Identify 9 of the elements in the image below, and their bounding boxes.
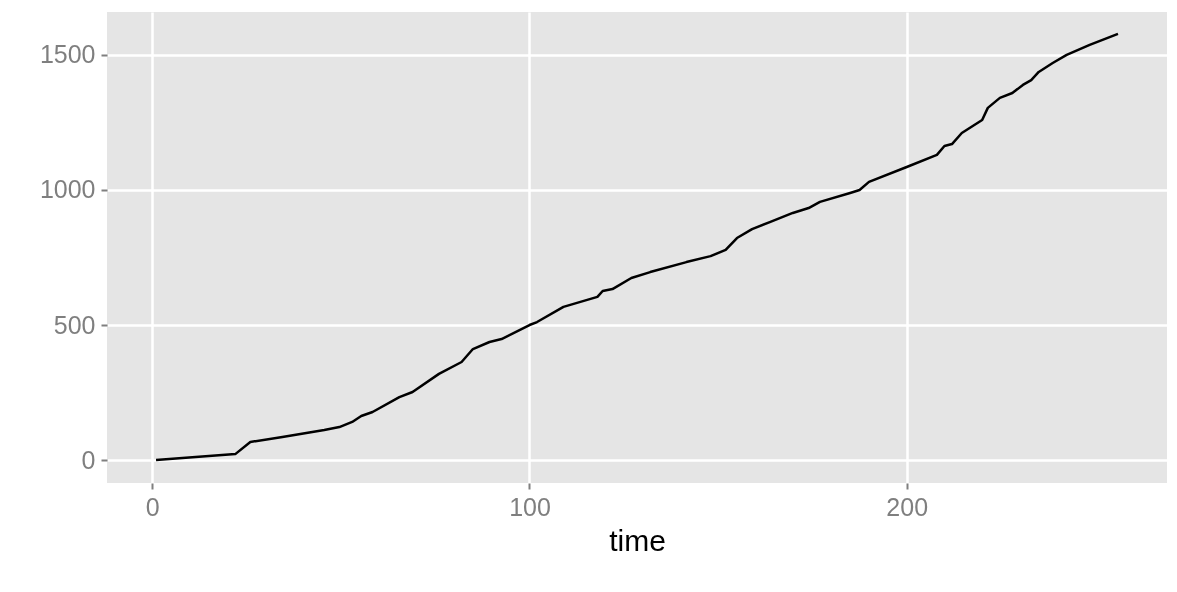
y-tick-label: 500 <box>53 310 96 339</box>
y-tick-label: 1500 <box>39 40 96 69</box>
x-tick-label: 100 <box>509 492 551 521</box>
x-tick-label: 0 <box>145 492 160 521</box>
line-series <box>154 32 1120 462</box>
y-tick-label: 1000 <box>39 175 96 204</box>
x-axis-title: time <box>609 523 666 557</box>
x-tick-label: 200 <box>886 492 929 521</box>
y-tick-label: 0 <box>81 445 96 474</box>
